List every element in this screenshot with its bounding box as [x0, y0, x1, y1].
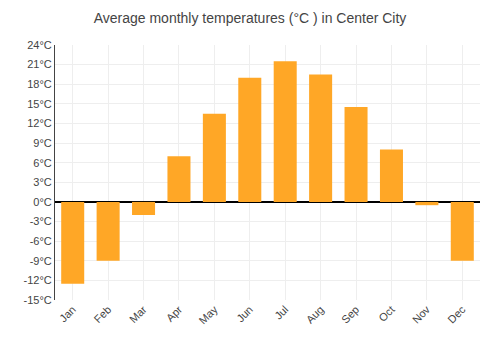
svg-text:Aug: Aug — [304, 303, 326, 325]
svg-text:-6°C: -6°C — [30, 235, 52, 247]
svg-text:May: May — [197, 303, 221, 327]
svg-text:Oct: Oct — [376, 303, 397, 324]
svg-text:9°C: 9°C — [33, 137, 52, 149]
svg-text:Jun: Jun — [234, 303, 255, 324]
svg-text:Sep: Sep — [339, 303, 361, 325]
svg-text:21°C: 21°C — [27, 58, 52, 70]
svg-text:6°C: 6°C — [33, 157, 52, 169]
svg-text:Nov: Nov — [410, 303, 433, 326]
svg-text:Mar: Mar — [127, 303, 149, 325]
svg-text:Average monthly temperatures (: Average monthly temperatures (°C ) in Ce… — [94, 10, 407, 26]
svg-text:0°C: 0°C — [33, 196, 52, 208]
svg-text:-15°C: -15°C — [24, 294, 52, 306]
svg-text:3°C: 3°C — [33, 176, 52, 188]
svg-text:24°C: 24°C — [27, 39, 52, 51]
svg-text:Jan: Jan — [57, 303, 78, 324]
svg-text:12°C: 12°C — [27, 117, 52, 129]
svg-text:Dec: Dec — [445, 303, 468, 326]
svg-text:18°C: 18°C — [27, 78, 52, 90]
svg-text:Jul: Jul — [272, 303, 290, 321]
svg-text:-9°C: -9°C — [30, 255, 52, 267]
svg-text:-12°C: -12°C — [24, 274, 52, 286]
svg-text:Feb: Feb — [92, 303, 114, 325]
svg-text:Apr: Apr — [164, 303, 185, 324]
svg-text:-3°C: -3°C — [30, 215, 52, 227]
svg-text:15°C: 15°C — [27, 98, 52, 110]
